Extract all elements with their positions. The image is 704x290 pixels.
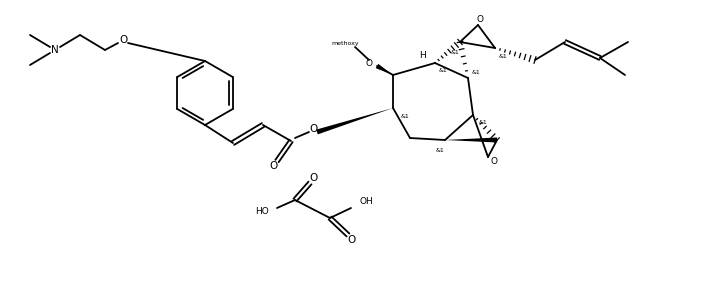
Text: O: O [309,124,317,134]
Text: OH: OH [359,197,372,206]
Text: O: O [269,161,277,171]
Text: &1: &1 [401,113,409,119]
Text: O: O [309,173,317,183]
Polygon shape [445,137,497,142]
Text: H: H [420,50,427,59]
Text: O: O [477,15,484,24]
Polygon shape [376,64,393,75]
Text: HO: HO [256,208,269,217]
Text: &1: &1 [472,70,480,75]
Text: &1: &1 [479,121,487,126]
Text: N: N [51,45,59,55]
Polygon shape [316,108,393,134]
Text: O: O [119,35,127,45]
Text: O: O [347,235,355,245]
Text: O: O [365,59,372,68]
Text: methoxy: methoxy [331,41,359,46]
Text: O: O [491,157,498,166]
Text: &1: &1 [439,68,447,73]
Text: &1: &1 [451,50,460,55]
Text: &1: &1 [436,148,444,153]
Text: &1: &1 [498,53,508,59]
